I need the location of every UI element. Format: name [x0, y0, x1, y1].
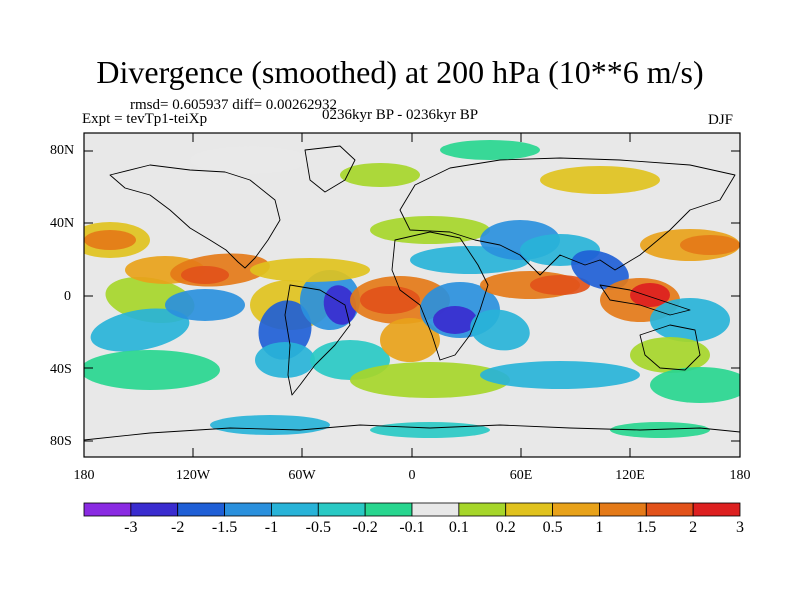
field-contour-26: [530, 275, 590, 295]
colorbar: [83, 502, 741, 517]
field-contour-21: [433, 306, 477, 334]
colorbar-swatch-5: [317, 502, 366, 517]
x-tick-0: 0: [408, 468, 416, 483]
field-contour-3: [90, 308, 190, 352]
colorbar-label-11: 1.5: [636, 519, 657, 536]
coast-australia: [639, 324, 701, 371]
coastlines: [84, 145, 740, 441]
colorbar-swatch-9: [505, 502, 553, 517]
field-contour-34: [84, 350, 220, 390]
colorbar-swatch-3: [224, 502, 272, 517]
colorbar-label-10: 1: [595, 519, 604, 536]
colorbar-label-12: 2: [689, 519, 698, 536]
season-label: DJF: [708, 112, 734, 128]
coast-africa: [391, 231, 489, 361]
y-tick-80n: 80N: [50, 143, 75, 158]
coast-southeast-asia: [599, 284, 691, 316]
coast-antarctica: [84, 424, 740, 441]
field-contour-40: [340, 163, 420, 187]
colorbar-swatch-4: [271, 502, 319, 517]
colorbar-label-8: 0.2: [495, 519, 516, 536]
coast-north-america: [109, 164, 281, 269]
field-contour-42: [210, 415, 330, 435]
colorbar-swatch-7: [411, 502, 460, 517]
stats-label: rmsd= 0.605937 diff= 0.00262932: [130, 97, 338, 113]
field-contour-37: [650, 367, 740, 403]
experiment-label: Expt = tevTp1-teiXp: [82, 111, 208, 127]
colorbar-label-6: -0.1: [399, 519, 425, 536]
field-contour-43: [370, 422, 490, 438]
field-contour-7: [165, 289, 245, 321]
colorbar-label-1: -2: [171, 519, 185, 536]
colorbar-swatch-11: [599, 502, 647, 517]
x-tick-120e: 120E: [615, 468, 645, 483]
x-tick-60w: 60W: [288, 468, 316, 483]
x-tick-120w: 120W: [175, 468, 211, 483]
colorbar-label-9: 0.5: [542, 519, 563, 536]
field-contour-31: [680, 235, 740, 255]
colorbar-swatch-2: [177, 502, 225, 517]
field-contour-29: [630, 283, 670, 307]
colorbar-label-0: -3: [124, 519, 138, 536]
colorbar-swatch-8: [458, 502, 507, 517]
x-tick-180w: 180: [73, 468, 95, 483]
x-tick-60e: 60E: [509, 468, 533, 483]
period-label: 0236kyr BP - 0236kyr BP: [322, 107, 479, 123]
field-contour-36: [480, 361, 640, 389]
field-contour-17: [380, 318, 440, 362]
field-contour-11: [323, 285, 357, 325]
divergence-field: [84, 140, 740, 438]
colorbar-label-7: 0.1: [448, 519, 469, 536]
field-contour-27: [571, 250, 629, 290]
field-contour-35: [350, 362, 510, 398]
plot-title: Divergence (smoothed) at 200 hPa (10**6 …: [96, 54, 704, 90]
y-tick-0: 0: [64, 289, 71, 304]
coast-greenland: [304, 145, 356, 193]
colorbar-swatch-10: [552, 502, 600, 517]
colorbar-swatch-0: [83, 502, 132, 517]
colorbar-swatch-13: [692, 502, 741, 517]
y-tick-40n: 40N: [50, 216, 75, 231]
coast-south-america: [284, 284, 351, 396]
colorbar-label-13: 3: [736, 519, 744, 536]
field-contour-6: [181, 266, 229, 284]
y-tick-80s: 80S: [50, 434, 72, 449]
field-contour-22: [470, 309, 530, 351]
field-contour-41: [440, 140, 540, 160]
colorbar-label-5: -0.2: [352, 519, 378, 536]
field-contour-44: [610, 422, 710, 438]
colorbar-swatch-12: [645, 502, 694, 517]
field-contour-33: [630, 337, 710, 373]
coast-eurasia: [399, 157, 736, 276]
x-tick-180e: 180: [729, 468, 751, 483]
field-contour-38: [190, 146, 310, 174]
field-contour-18: [370, 216, 490, 244]
y-tick-40s: 40S: [50, 362, 72, 377]
field-contour-39: [540, 166, 660, 194]
field-contour-32: [650, 298, 730, 342]
colorbar-label-4: -0.5: [305, 519, 331, 536]
colorbar-swatch-1: [130, 502, 179, 517]
field-contour-16: [360, 286, 420, 314]
colorbar-label-2: -1.5: [211, 519, 238, 536]
axis-ticks: [83, 133, 741, 457]
field-contour-12: [255, 342, 315, 378]
colorbar-label-3: -1: [264, 519, 279, 536]
colorbar-swatch-6: [364, 502, 413, 517]
field-contour-14: [250, 258, 370, 282]
field-contour-1: [84, 230, 136, 250]
